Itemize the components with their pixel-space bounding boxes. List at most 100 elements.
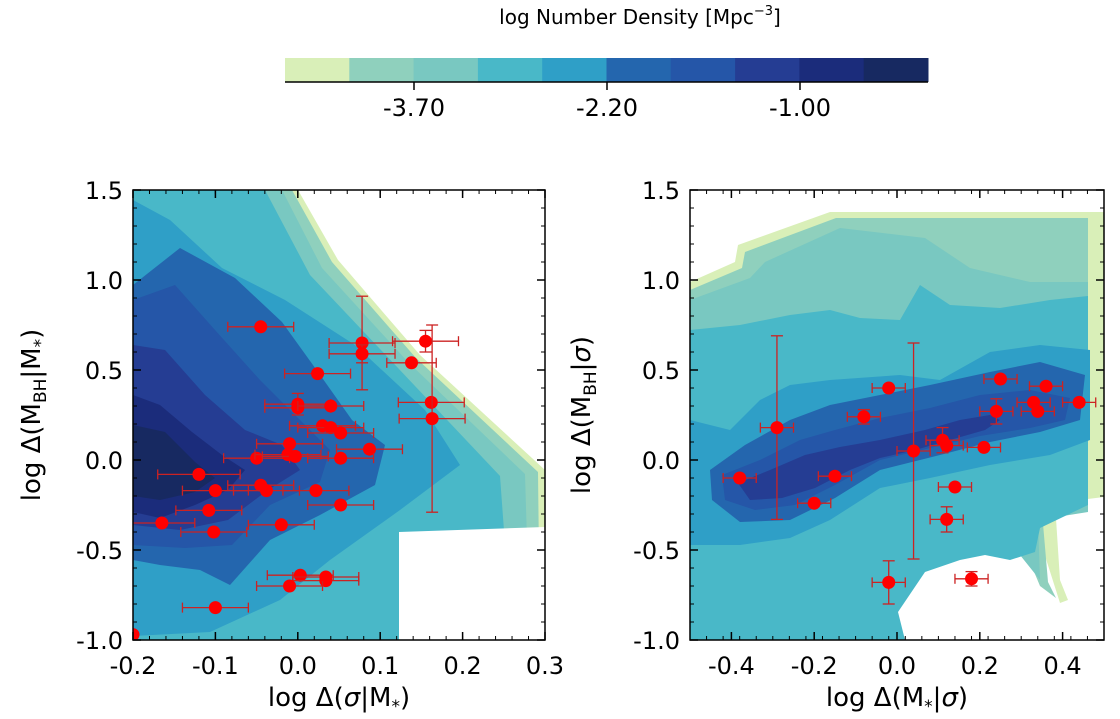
right-data-point-group xyxy=(871,381,906,395)
right-data-point xyxy=(882,575,896,589)
right-data-point xyxy=(994,372,1007,386)
left-data-point-group xyxy=(297,399,365,413)
left-data-point-group xyxy=(133,628,140,640)
right-x-axis-label: log Δ(M*|σ) xyxy=(826,683,968,717)
colorbar-segment xyxy=(477,58,543,82)
right-data-point-group xyxy=(1016,395,1051,409)
left-data-point xyxy=(202,503,216,517)
right-data-point-group xyxy=(817,469,853,483)
left-data-point-group xyxy=(386,356,437,370)
colorbar: log Number Density [Mpc−3] -3.70 -2.20 -… xyxy=(285,4,929,122)
left-x-tick-label: -0.2 xyxy=(110,652,157,680)
right-data-point xyxy=(807,496,821,510)
left-data-point xyxy=(293,568,307,582)
right-x-tick-label: 0.0 xyxy=(878,652,916,680)
right-data-point-group xyxy=(1020,404,1055,418)
left-data-point-group xyxy=(297,421,365,435)
left-x-tick-label: 0.3 xyxy=(526,652,564,680)
left-data-point xyxy=(274,518,288,532)
left-x-tick-label: -0.1 xyxy=(192,652,239,680)
left-data-point-group xyxy=(397,395,465,409)
left-data-point xyxy=(324,399,338,413)
left-data-point xyxy=(319,574,333,588)
right-data-point-group xyxy=(954,570,989,587)
left-panel: -0.2 -0.1 0.0 0.1 0.2 0.3 -1.0 -0.5 0.0 0.5 1.0 1.5… xyxy=(17,177,564,717)
right-data-point-group xyxy=(722,471,757,485)
left-data-point xyxy=(208,484,222,498)
left-data-point xyxy=(207,525,221,539)
colorbar-tick-label-2: -2.20 xyxy=(576,94,638,122)
left-y-axis-label: log Δ(MBH|M*) xyxy=(17,329,51,502)
left-data-point xyxy=(324,421,338,435)
left-data-point xyxy=(334,426,348,440)
left-data-point xyxy=(334,451,348,465)
left-data-point-group xyxy=(255,579,324,593)
right-data-point xyxy=(733,471,747,485)
left-data-point xyxy=(254,320,268,334)
colorbar-segments xyxy=(285,58,929,82)
right-y-axis-label: log Δ(MBH|σ) xyxy=(567,336,601,494)
colorbar-segment xyxy=(863,58,929,82)
right-data-point xyxy=(940,512,954,526)
left-x-tick-label: 0.1 xyxy=(361,652,399,680)
right-panel: -0.4 -0.2 0.0 0.2 0.4 -1.0 -0.5 0.0 0.5 1.0 1.5 lo… xyxy=(567,177,1105,717)
left-empty-region xyxy=(399,527,545,640)
right-y-tick-label: 1.5 xyxy=(642,177,680,205)
right-data-point xyxy=(1039,379,1053,393)
left-y-tick-label: 0.5 xyxy=(85,357,123,385)
left-y-tick-label: 0.0 xyxy=(85,447,123,475)
colorbar-tick-label-3: -1.00 xyxy=(769,94,831,122)
colorbar-segment xyxy=(670,58,736,82)
colorbar-title: log Number Density [Mpc−3] xyxy=(499,4,781,29)
right-data-marks xyxy=(722,335,1097,605)
right-data-point xyxy=(770,421,784,435)
left-data-point-group xyxy=(181,484,250,498)
left-x-axis-label: log Δ(σ|M*) xyxy=(268,683,410,717)
left-y-tick-label: 1.0 xyxy=(85,267,123,295)
right-data-point xyxy=(965,572,979,586)
left-data-point xyxy=(362,442,376,456)
left-data-marks xyxy=(133,295,466,640)
left-data-point-group xyxy=(227,320,295,334)
left-data-point-group xyxy=(282,484,350,498)
right-contour-level-8 xyxy=(738,415,1000,500)
left-data-point xyxy=(355,347,369,361)
left-data-point-group xyxy=(261,449,329,463)
left-data-point xyxy=(155,516,169,530)
left-data-point xyxy=(250,451,264,465)
right-x-tick-label: 0.4 xyxy=(1044,652,1082,680)
right-data-point xyxy=(940,439,954,453)
left-data-point-group xyxy=(180,525,248,539)
right-y-tick-label: 0.0 xyxy=(642,447,680,475)
left-data-point xyxy=(283,437,297,451)
left-data-point xyxy=(425,412,439,426)
right-data-point xyxy=(948,480,962,494)
colorbar-tick-label-1: -3.70 xyxy=(383,94,445,122)
right-y-tick-label: -1.0 xyxy=(633,627,680,655)
left-data-point-group xyxy=(181,601,250,615)
left-data-point xyxy=(355,336,369,350)
right-data-point-group xyxy=(896,342,931,560)
right-data-point xyxy=(1031,404,1045,418)
left-data-point xyxy=(192,467,206,481)
left-data-point xyxy=(283,579,297,593)
right-data-point-group xyxy=(1061,395,1097,409)
colorbar-segment xyxy=(413,58,479,82)
left-ticks: -0.2 -0.1 0.0 0.1 0.2 0.3 -1.0 -0.5 0.0 0.5 1.0 1.5 xyxy=(76,177,564,680)
left-data-point xyxy=(288,449,302,463)
colorbar-segment xyxy=(735,58,800,82)
right-data-point xyxy=(989,404,1003,418)
right-data-point xyxy=(907,444,921,458)
left-data-point-group xyxy=(398,324,466,513)
left-axes-frame xyxy=(132,189,546,641)
left-data-point-group xyxy=(307,426,375,440)
right-x-tick-label: -0.4 xyxy=(708,652,755,680)
left-contour-level-10 xyxy=(133,425,215,500)
colorbar-segment xyxy=(349,58,415,82)
colorbar-segment xyxy=(542,58,607,82)
left-data-point-group xyxy=(328,344,396,364)
right-data-point-group xyxy=(796,496,832,510)
left-data-point-group xyxy=(307,498,375,512)
right-data-point-group xyxy=(979,398,1014,425)
